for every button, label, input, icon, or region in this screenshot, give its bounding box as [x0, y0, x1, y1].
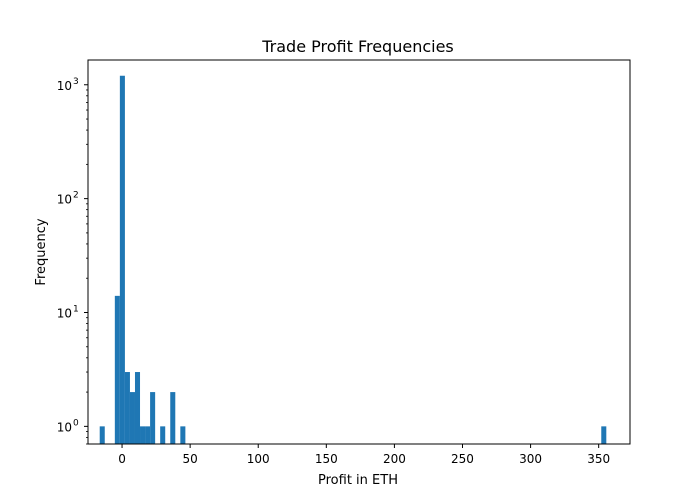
- x-tick-label: 0: [118, 452, 126, 466]
- x-tick-label: 350: [587, 452, 610, 466]
- histogram-bar-3: [124, 372, 130, 444]
- histogram-bar-6: [140, 426, 146, 444]
- histogram-bar-11: [180, 426, 186, 444]
- histogram-bar-7: [145, 426, 151, 444]
- histogram-bar-9: [160, 426, 166, 444]
- histogram-bar-8: [150, 392, 156, 444]
- histogram-bar-10: [170, 392, 176, 444]
- x-axis: 0 50 100 150 200 250 300 350: [118, 444, 610, 466]
- x-tick-label: 250: [451, 452, 474, 466]
- x-axis-label: Profit in ETH: [318, 473, 398, 488]
- histogram-bars: [99, 75, 607, 444]
- y-axis-label: Frequency: [34, 218, 49, 285]
- y-tick-exponent: 3: [73, 77, 79, 87]
- histogram-bar-1: [114, 295, 120, 444]
- x-tick-label: 150: [315, 452, 338, 466]
- x-tick-label: 100: [247, 452, 270, 466]
- histogram-bar-4: [129, 392, 135, 444]
- y-tick-exponent: 1: [73, 304, 79, 314]
- x-tick-label: 200: [383, 452, 406, 466]
- histogram-bar-2: [119, 75, 125, 444]
- x-tick-label: 50: [182, 452, 197, 466]
- y-tick-exponent: 2: [73, 191, 79, 201]
- y-tick-exponent: 0: [73, 418, 79, 428]
- histogram-bar-0: [99, 426, 105, 444]
- y-tick-label: 10: [57, 79, 72, 93]
- x-tick-label: 300: [519, 452, 542, 466]
- plot-frame: [87, 59, 631, 445]
- histogram-bar-12: [601, 426, 607, 444]
- y-tick-label: 10: [57, 420, 72, 434]
- y-tick-label: 10: [57, 306, 72, 320]
- chart-title: Trade Profit Frequencies: [261, 37, 454, 56]
- y-tick-label: 10: [57, 193, 72, 207]
- histogram-bar-5: [134, 372, 141, 444]
